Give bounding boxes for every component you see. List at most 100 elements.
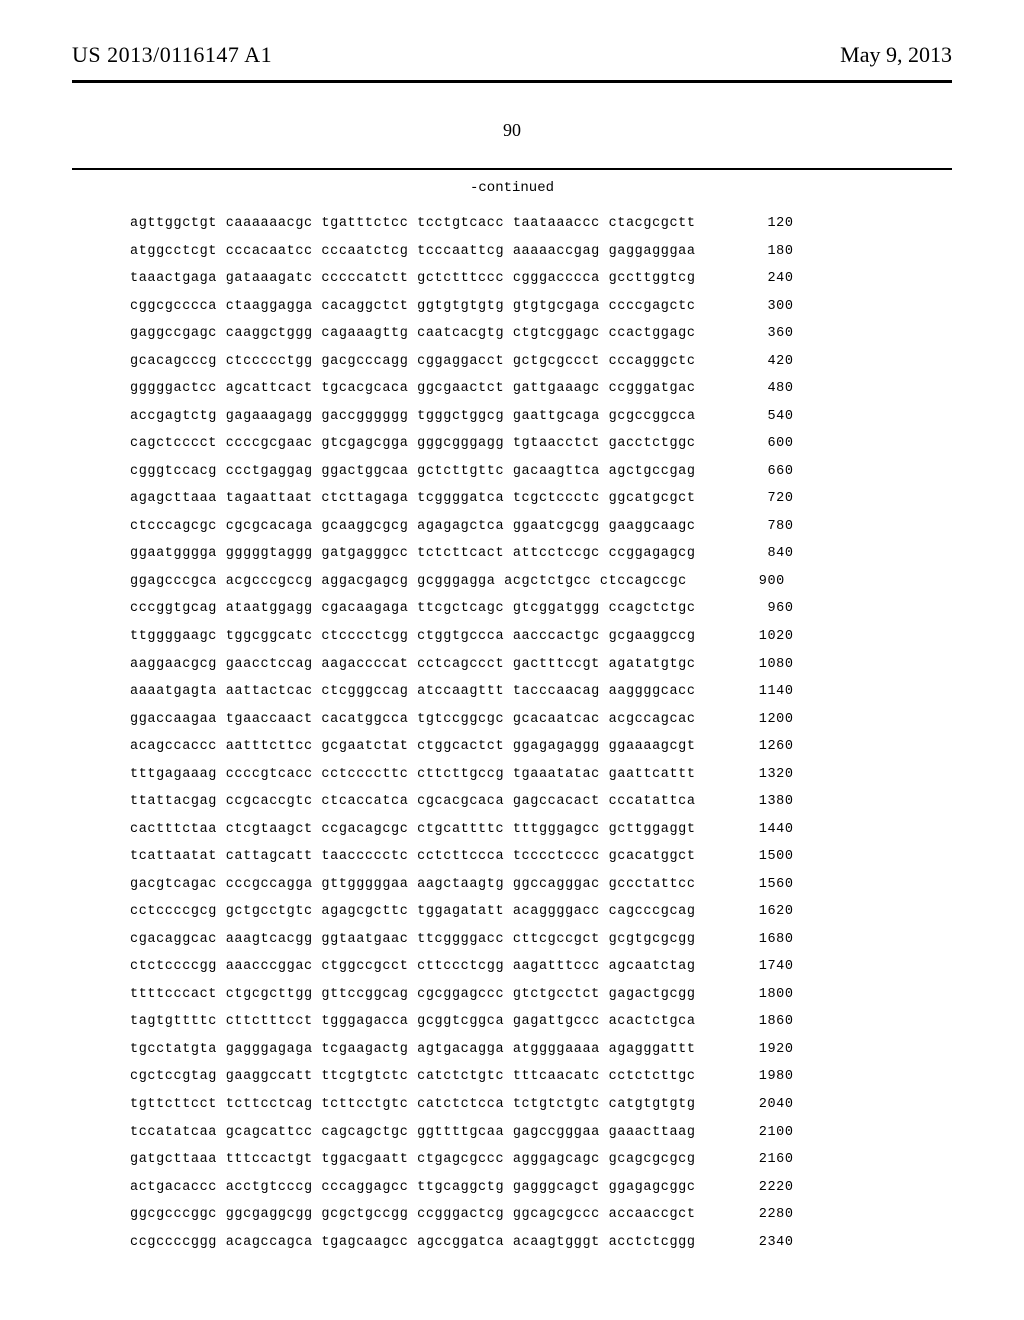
sequence-bases: agagcttaaa tagaattaat ctcttagaga tcgggga… — [130, 485, 696, 513]
sequence-row: ctctccccgg aaacccggac ctggccgcct cttccct… — [130, 953, 794, 981]
sequence-position: 1620 — [724, 898, 794, 926]
sequence-row: cgggtccacg ccctgaggag ggactggcaa gctcttg… — [130, 458, 794, 486]
sequence-position: 360 — [724, 320, 794, 348]
sequence-bases: cccggtgcag ataatggagg cgacaagaga ttcgctc… — [130, 595, 696, 623]
sequence-bases: aaggaacgcg gaacctccag aagaccccat cctcagc… — [130, 651, 696, 679]
sequence-bases: cggcgcccca ctaaggagga cacaggctct ggtgtgt… — [130, 293, 696, 321]
sequence-position: 1440 — [724, 816, 794, 844]
sequence-bases: cactttctaa ctcgtaagct ccgacagcgc ctgcatt… — [130, 816, 696, 844]
sequence-bases: gacgtcagac cccgccagga gttgggggaa aagctaa… — [130, 871, 696, 899]
sequence-row: cgctccgtag gaaggccatt ttcgtgtctc catctct… — [130, 1063, 794, 1091]
sequence-row: cccggtgcag ataatggagg cgacaagaga ttcgctc… — [130, 595, 794, 623]
sequence-position: 1860 — [724, 1008, 794, 1036]
sequence-bases: acagccaccc aatttcttcc gcgaatctat ctggcac… — [130, 733, 696, 761]
sequence-row: ctcccagcgc cgcgcacaga gcaaggcgcg agagagc… — [130, 513, 794, 541]
sequence-row: ttttcccact ctgcgcttgg gttccggcag cgcggag… — [130, 981, 794, 1009]
sequence-row: ttattacgag ccgcaccgtc ctcaccatca cgcacgc… — [130, 788, 794, 816]
sequence-position: 2040 — [724, 1091, 794, 1119]
sequence-position: 2160 — [724, 1146, 794, 1174]
publication-date: May 9, 2013 — [840, 42, 952, 68]
sequence-bases: tcattaatat cattagcatt taaccccctc cctcttc… — [130, 843, 696, 871]
sequence-position: 1380 — [724, 788, 794, 816]
sequence-bases: ctctccccgg aaacccggac ctggccgcct cttccct… — [130, 953, 696, 981]
sequence-row: cgacaggcac aaagtcacgg ggtaatgaac ttcgggg… — [130, 926, 794, 954]
sequence-position: 1020 — [724, 623, 794, 651]
sequence-position: 180 — [724, 238, 794, 266]
sequence-row: tgcctatgta gagggagaga tcgaagactg agtgaca… — [130, 1036, 794, 1064]
sequence-row: ccgccccggg acagccagca tgagcaagcc agccgga… — [130, 1229, 794, 1257]
sequence-row: gacgtcagac cccgccagga gttgggggaa aagctaa… — [130, 871, 794, 899]
sequence-position: 840 — [724, 540, 794, 568]
sequence-bases: accgagtctg gagaaagagg gaccgggggg tgggctg… — [130, 403, 696, 431]
sequence-row: acagccaccc aatttcttcc gcgaatctat ctggcac… — [130, 733, 794, 761]
sequence-position: 1680 — [724, 926, 794, 954]
sequence-position: 1320 — [724, 761, 794, 789]
sequence-position: 780 — [724, 513, 794, 541]
sequence-position: 960 — [724, 595, 794, 623]
sequence-bases: tttgagaaag ccccgtcacc cctccccttc cttcttg… — [130, 761, 696, 789]
sequence-position: 540 — [724, 403, 794, 431]
sequence-row: gggggactcc agcattcact tgcacgcaca ggcgaac… — [130, 375, 794, 403]
sequence-bases: gcacagcccg ctccccctgg gacgcccagg cggagga… — [130, 348, 696, 376]
sequence-row: accgagtctg gagaaagagg gaccgggggg tgggctg… — [130, 403, 794, 431]
sequence-listing: agttggctgt caaaaaacgc tgatttctcc tcctgtc… — [130, 210, 794, 1256]
sequence-bases: ggaatgggga gggggtaggg gatgagggcc tctcttc… — [130, 540, 696, 568]
sequence-position: 900 — [715, 568, 785, 596]
sequence-bases: gggggactcc agcattcact tgcacgcaca ggcgaac… — [130, 375, 696, 403]
sequence-row: actgacaccc acctgtcccg cccaggagcc ttgcagg… — [130, 1174, 794, 1202]
sequence-position: 1980 — [724, 1063, 794, 1091]
sequence-row: tttgagaaag ccccgtcacc cctccccttc cttcttg… — [130, 761, 794, 789]
sequence-row: ggcgcccggc ggcgaggcgg gcgctgccgg ccgggac… — [130, 1201, 794, 1229]
sequence-position: 1260 — [724, 733, 794, 761]
sequence-row: atggcctcgt cccacaatcc cccaatctcg tcccaat… — [130, 238, 794, 266]
sequence-row: ggagcccgca acgcccgccg aggacgagcg gcgggag… — [130, 568, 794, 596]
header-rule — [72, 80, 952, 83]
sequence-row: tgttcttcct tcttcctcag tcttcctgtc catctct… — [130, 1091, 794, 1119]
continued-label: -continued — [0, 180, 1024, 196]
sequence-position: 1080 — [724, 651, 794, 679]
sequence-position: 2100 — [724, 1119, 794, 1147]
content-top-rule — [72, 168, 952, 170]
sequence-bases: ttattacgag ccgcaccgtc ctcaccatca cgcacgc… — [130, 788, 696, 816]
sequence-row: taaactgaga gataaagatc cccccatctt gctcttt… — [130, 265, 794, 293]
sequence-row: agagcttaaa tagaattaat ctcttagaga tcgggga… — [130, 485, 794, 513]
sequence-position: 300 — [724, 293, 794, 321]
sequence-bases: aaaatgagta aattactcac ctcgggccag atccaag… — [130, 678, 696, 706]
sequence-row: gaggccgagc caaggctggg cagaaagttg caatcac… — [130, 320, 794, 348]
sequence-bases: ctcccagcgc cgcgcacaga gcaaggcgcg agagagc… — [130, 513, 696, 541]
sequence-position: 1140 — [724, 678, 794, 706]
publication-id: US 2013/0116147 A1 — [72, 42, 272, 67]
sequence-row: gcacagcccg ctccccctgg gacgcccagg cggagga… — [130, 348, 794, 376]
sequence-position: 2340 — [724, 1229, 794, 1257]
sequence-bases: taaactgaga gataaagatc cccccatctt gctcttt… — [130, 265, 696, 293]
sequence-position: 600 — [724, 430, 794, 458]
sequence-position: 720 — [724, 485, 794, 513]
sequence-bases: tgcctatgta gagggagaga tcgaagactg agtgaca… — [130, 1036, 696, 1064]
page-number: 90 — [0, 120, 1024, 141]
sequence-position: 420 — [724, 348, 794, 376]
sequence-row: aaaatgagta aattactcac ctcgggccag atccaag… — [130, 678, 794, 706]
sequence-bases: tccatatcaa gcagcattcc cagcagctgc ggttttg… — [130, 1119, 696, 1147]
sequence-row: ggaatgggga gggggtaggg gatgagggcc tctcttc… — [130, 540, 794, 568]
sequence-position: 1200 — [724, 706, 794, 734]
sequence-position: 2280 — [724, 1201, 794, 1229]
sequence-position: 2220 — [724, 1174, 794, 1202]
sequence-position: 1800 — [724, 981, 794, 1009]
sequence-bases: ttggggaagc tggcggcatc ctcccctcgg ctggtgc… — [130, 623, 696, 651]
sequence-bases: atggcctcgt cccacaatcc cccaatctcg tcccaat… — [130, 238, 696, 266]
sequence-bases: cagctcccct ccccgcgaac gtcgagcgga gggcggg… — [130, 430, 696, 458]
sequence-row: agttggctgt caaaaaacgc tgatttctcc tcctgtc… — [130, 210, 794, 238]
sequence-position: 1560 — [724, 871, 794, 899]
sequence-row: aaggaacgcg gaacctccag aagaccccat cctcagc… — [130, 651, 794, 679]
sequence-row: tcattaatat cattagcatt taaccccctc cctcttc… — [130, 843, 794, 871]
sequence-bases: ggcgcccggc ggcgaggcgg gcgctgccgg ccgggac… — [130, 1201, 696, 1229]
sequence-position: 1740 — [724, 953, 794, 981]
sequence-row: ggaccaagaa tgaaccaact cacatggcca tgtccgg… — [130, 706, 794, 734]
sequence-row: gatgcttaaa tttccactgt tggacgaatt ctgagcg… — [130, 1146, 794, 1174]
sequence-position: 240 — [724, 265, 794, 293]
sequence-bases: ggaccaagaa tgaaccaact cacatggcca tgtccgg… — [130, 706, 696, 734]
sequence-row: cactttctaa ctcgtaagct ccgacagcgc ctgcatt… — [130, 816, 794, 844]
sequence-row: tccatatcaa gcagcattcc cagcagctgc ggttttg… — [130, 1119, 794, 1147]
sequence-row: cggcgcccca ctaaggagga cacaggctct ggtgtgt… — [130, 293, 794, 321]
sequence-bases: tagtgttttc cttctttcct tgggagacca gcggtcg… — [130, 1008, 696, 1036]
